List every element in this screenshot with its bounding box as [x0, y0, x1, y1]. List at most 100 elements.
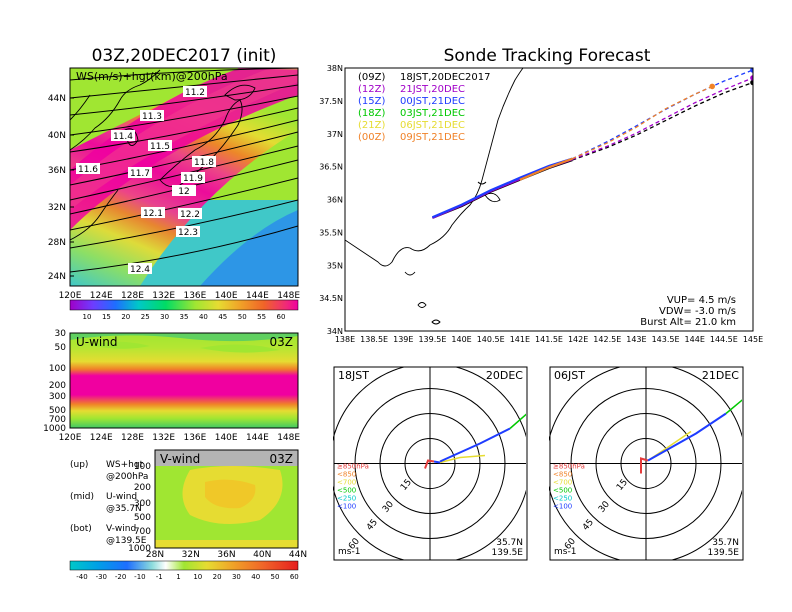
contour-label: 11.8	[192, 156, 216, 168]
contour-label-text: 12	[178, 187, 189, 197]
contour-label-text: 11.7	[130, 169, 150, 179]
map-lon-tick: 124E	[90, 291, 113, 301]
u-lon-tick: 128E	[121, 433, 144, 443]
u-lon-tick: 132E	[152, 433, 175, 443]
ws-colorbar-tick: 15	[102, 313, 111, 321]
contour-label: 11.2	[183, 86, 207, 98]
track-line-dashed	[572, 81, 753, 161]
ws-colorbar-tick: 10	[83, 313, 92, 321]
ws-colorbar-tick: 40	[199, 313, 208, 321]
legend-utc: (09Z)	[358, 72, 385, 83]
track-lat-ticks: 38N 37.5N 37N 36.5N 36N 35.5N 35N 34.5N 34N	[319, 64, 343, 336]
legend-utc: (00Z)	[358, 132, 385, 143]
hodograph-lat: 35.7N	[496, 538, 523, 548]
track-lon-tick: 145E	[743, 335, 763, 344]
sonde-track-panel: 38N 37.5N 37N 36.5N 36N 35.5N 35N 34.5N 34N 138E…	[319, 64, 763, 344]
track-lat-tick: 37.5N	[319, 97, 343, 106]
right-title: Sonde Tracking Forecast	[444, 46, 651, 66]
track-lon-ticks: 138E 138.5E 139E 139.5E 140E 140.5E 141E 141.5E…	[335, 335, 763, 344]
track-lon-tick: 142E	[568, 335, 588, 344]
hodograph-legend-item: <100	[337, 503, 356, 511]
legend-value: @200hPa	[106, 472, 148, 482]
v-colorbar-tick: 20	[213, 573, 222, 581]
v-colorbar-tick: -1	[156, 573, 163, 581]
contour-label: 12.2	[178, 208, 202, 220]
hodo-segment	[509, 413, 526, 430]
ws-colorbar	[69, 299, 299, 311]
track-end-point	[750, 75, 753, 81]
u-pressure-tick: 1000	[43, 424, 66, 434]
track-lon-tick: 143E	[626, 335, 646, 344]
u-lon-tick: 144E	[246, 433, 269, 443]
hodograph-unit: ms-1	[338, 547, 360, 557]
legend-utc: (12Z)	[358, 84, 385, 95]
contour-label: 12.1	[141, 207, 165, 219]
map-lon-tick: 132E	[152, 291, 175, 301]
legend-value: @35.7N	[106, 504, 142, 514]
legend-utc: (21Z)	[358, 120, 385, 131]
legend-key: (bot)	[70, 524, 92, 534]
legend-value: U-wind	[106, 492, 137, 502]
u-pressure-tick: 700	[49, 415, 66, 425]
hodograph-legend-item: <500	[553, 487, 572, 495]
contour-label-text: 12.2	[180, 210, 200, 220]
v-lat-tick: 40N	[253, 550, 271, 560]
map-lon-tick: 128E	[121, 291, 144, 301]
u-wind-time: 03Z	[270, 335, 294, 349]
contour-label-text: 12.3	[178, 228, 198, 238]
track-lon-tick: 141.5E	[535, 335, 563, 344]
track-line-dashed	[572, 85, 713, 160]
track-info-line: VUP= 4.5 m/s	[667, 295, 736, 306]
contour-label: 11.9	[181, 172, 205, 184]
contour-label-text: 11.8	[194, 158, 214, 168]
ws-colorbar-tick: 60	[277, 313, 286, 321]
track-line-dashed	[572, 77, 753, 161]
hodo-segment	[433, 460, 441, 464]
ws-colorbar-tick: 20	[121, 313, 130, 321]
track-legend-item: (09Z) 18JST,20DEC2017	[358, 72, 490, 83]
track-end-point	[750, 79, 753, 86]
contour-label-text: 12.4	[130, 265, 150, 275]
hodograph-legend-item: ≥850hPa	[337, 463, 369, 471]
u-pressure-tick: 50	[55, 343, 67, 353]
track-line-solid	[519, 157, 573, 181]
contour-label-text: 11.3	[142, 112, 162, 122]
v-wind-lat-ticks: 28N 32N 36N 40N 44N	[146, 550, 307, 560]
contour-label-text: 11.5	[150, 142, 170, 152]
map-lon-tick: 148E	[277, 291, 300, 301]
track-lon-tick: 140.5E	[477, 335, 505, 344]
track-lon-tick: 139E	[393, 335, 413, 344]
v-colorbar-tick: -10	[134, 573, 145, 581]
hodograph-time: 06JST	[554, 369, 585, 382]
track-lon-tick: 143.5E	[652, 335, 680, 344]
hodograph-legend-item: <700	[553, 479, 572, 487]
legend-utc: (15Z)	[358, 96, 385, 107]
u-lon-tick: 140E	[215, 433, 238, 443]
track-lon-tick: 144E	[685, 335, 705, 344]
contour-label-text: 11.9	[183, 174, 203, 184]
u-wind-label: U-wind	[76, 335, 117, 349]
hodo-segment	[439, 454, 486, 464]
hodograph-date: 20DEC	[486, 369, 523, 382]
u-pressure-tick: 500	[49, 406, 66, 416]
v-colorbar-tick: -40	[76, 573, 87, 581]
v-pressure-tick: 500	[134, 513, 151, 523]
hodograph-legend-item: <250	[553, 495, 572, 503]
map-lat-ticks: 44N 40N 36N 32N 28N 24N	[48, 94, 74, 282]
track-lon-tick: 141E	[510, 335, 530, 344]
v-colorbar-tick: 1	[176, 573, 180, 581]
u-wind-lon-ticks: 120E 124E 128E 132E 136E 140E 144E 148E	[59, 433, 301, 443]
hodograph-legend-item: <100	[553, 503, 572, 511]
hodograph-legend-item: <700	[337, 479, 356, 487]
hodo-segment	[439, 427, 511, 463]
map-panel-label: WS(m/s)+hgt(km)@200hPa	[76, 70, 228, 83]
hodo-segment	[647, 412, 727, 462]
ws-colorbar-tick: 50	[238, 313, 247, 321]
map-lat-tick: 36N	[48, 166, 66, 176]
v-pressure-tick: 100	[134, 462, 151, 472]
track-lat-tick: 34N	[327, 327, 343, 336]
